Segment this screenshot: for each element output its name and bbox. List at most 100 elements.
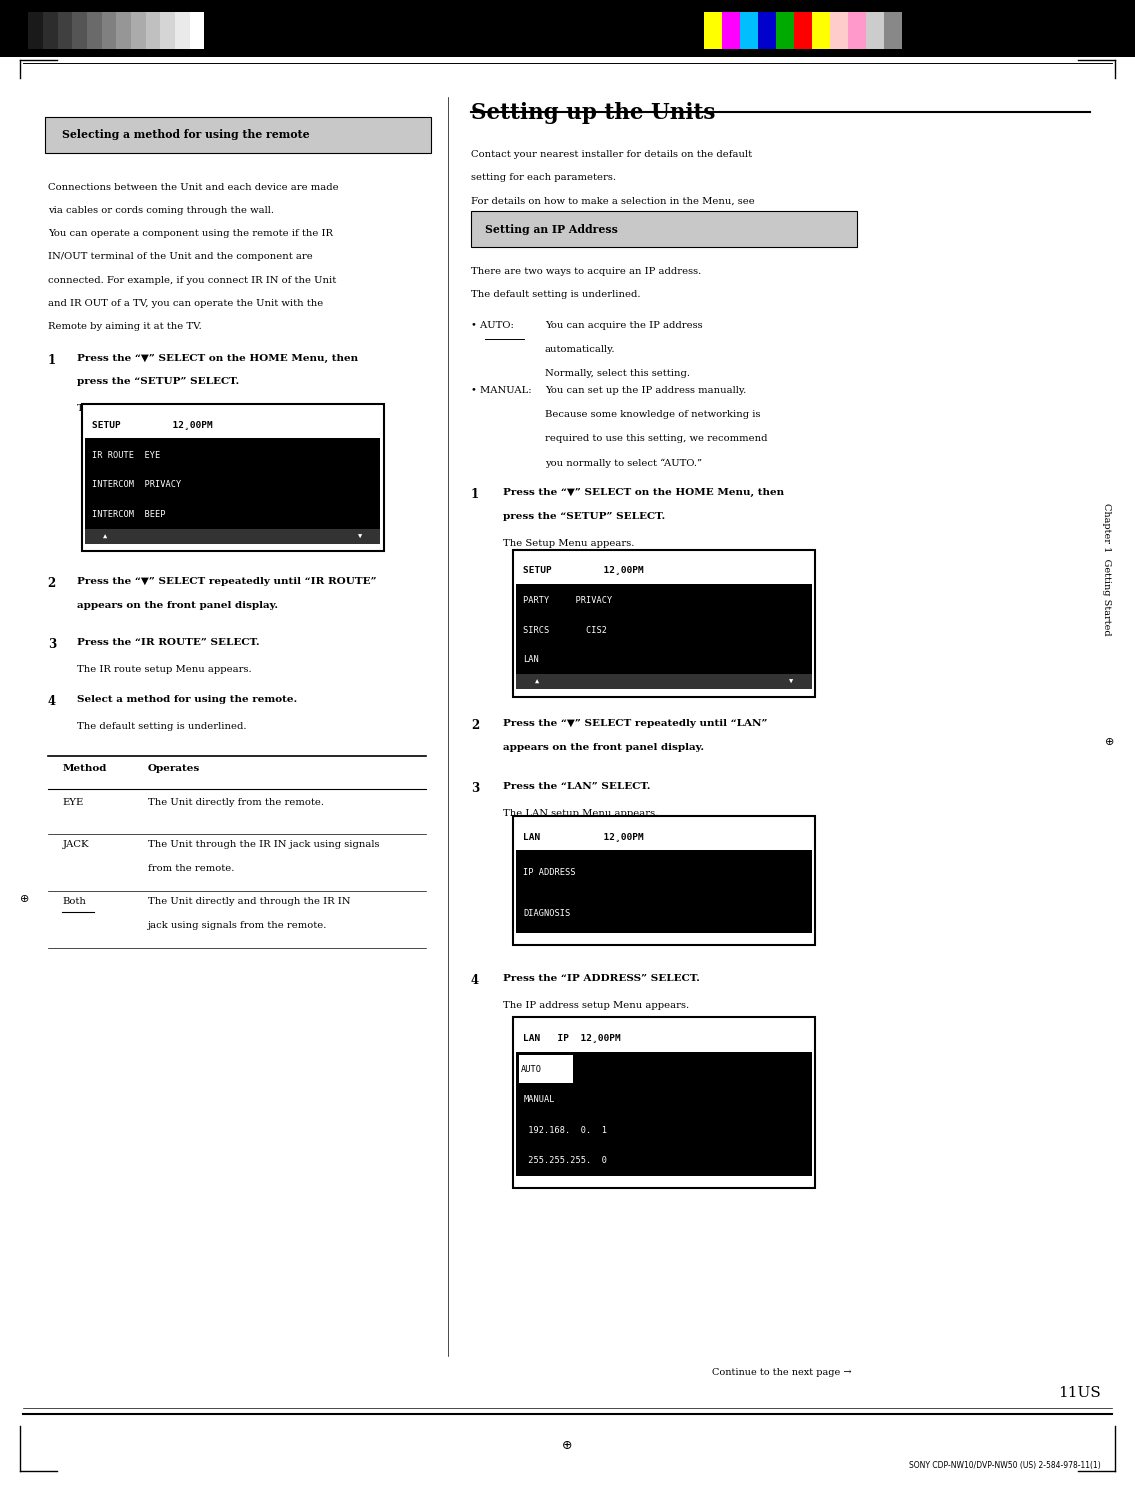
- Text: ▼: ▼: [358, 533, 362, 539]
- Bar: [516, 1052, 812, 1055]
- Text: You can operate a component using the remote if the IR: You can operate a component using the re…: [48, 229, 333, 238]
- Bar: [85, 440, 380, 470]
- Bar: [145, 12, 160, 49]
- Text: The default setting is underlined.: The default setting is underlined.: [471, 291, 640, 300]
- Bar: [776, 12, 794, 49]
- Bar: [848, 12, 866, 49]
- Text: The IP address setup Menu appears.: The IP address setup Menu appears.: [503, 1001, 689, 1010]
- Text: Press the “LAN” SELECT.: Press the “LAN” SELECT.: [503, 782, 650, 791]
- Text: AUTO: AUTO: [521, 1065, 543, 1074]
- Bar: [85, 529, 380, 544]
- Bar: [516, 1055, 812, 1085]
- Text: and IR OUT of a TV, you can operate the Unit with the: and IR OUT of a TV, you can operate the …: [48, 300, 323, 309]
- Text: ⊕: ⊕: [1105, 737, 1115, 746]
- Text: Remote by aiming it at the TV.: Remote by aiming it at the TV.: [48, 322, 201, 331]
- Text: JACK: JACK: [62, 840, 89, 849]
- Bar: [866, 12, 884, 49]
- Text: 255.255.255.  0: 255.255.255. 0: [523, 1156, 607, 1165]
- Bar: [0, 0, 1135, 57]
- Text: required to use this setting, we recommend: required to use this setting, we recomme…: [545, 434, 767, 443]
- Text: automatically.: automatically.: [545, 345, 615, 354]
- Text: you normally to select “AUTO.”: you normally to select “AUTO.”: [545, 458, 701, 467]
- Text: There are two ways to acquire an IP address.: There are two ways to acquire an IP addr…: [471, 267, 701, 276]
- Text: Both: Both: [62, 897, 86, 906]
- Bar: [43, 12, 58, 49]
- Text: Connections between the Unit and each device are made: Connections between the Unit and each de…: [48, 183, 338, 192]
- Text: MANUAL: MANUAL: [523, 1095, 555, 1104]
- Bar: [471, 211, 857, 247]
- Bar: [516, 616, 812, 644]
- FancyBboxPatch shape: [513, 1017, 815, 1188]
- Text: 192.168.  0.  1: 192.168. 0. 1: [523, 1125, 607, 1134]
- Text: jack using signals from the remote.: jack using signals from the remote.: [148, 921, 327, 930]
- Text: SETUP         12¸00PM: SETUP 12¸00PM: [92, 421, 212, 430]
- Text: Press the “IR ROUTE” SELECT.: Press the “IR ROUTE” SELECT.: [77, 638, 260, 647]
- Text: For details on how to make a selection in the Menu, see: For details on how to make a selection i…: [471, 196, 755, 205]
- Text: • MANUAL:: • MANUAL:: [471, 386, 531, 395]
- Text: Operates: Operates: [148, 764, 200, 773]
- Bar: [758, 12, 776, 49]
- Text: appears on the front panel display.: appears on the front panel display.: [503, 743, 704, 752]
- Text: PARTY     PRIVACY: PARTY PRIVACY: [523, 596, 613, 605]
- Bar: [516, 851, 812, 852]
- Bar: [516, 674, 812, 689]
- FancyBboxPatch shape: [513, 550, 815, 697]
- Text: You can acquire the IP address: You can acquire the IP address: [545, 321, 703, 330]
- Text: LAN           12¸00PM: LAN 12¸00PM: [523, 833, 644, 842]
- Text: page 18.: page 18.: [471, 219, 515, 229]
- Bar: [45, 117, 431, 153]
- Text: The Setup Menu appears.: The Setup Menu appears.: [77, 404, 209, 413]
- Bar: [722, 12, 740, 49]
- Bar: [516, 1115, 812, 1146]
- Text: Continue to the next page →: Continue to the next page →: [712, 1368, 851, 1377]
- Bar: [117, 12, 131, 49]
- Text: Select a method for using the remote.: Select a method for using the remote.: [77, 695, 297, 704]
- Text: ▲: ▲: [535, 679, 539, 685]
- Bar: [160, 12, 175, 49]
- Text: DIAGNOSIS: DIAGNOSIS: [523, 909, 571, 918]
- Bar: [85, 499, 380, 529]
- Text: press the “SETUP” SELECT.: press the “SETUP” SELECT.: [503, 512, 665, 521]
- Text: INTERCOM  PRIVACY: INTERCOM PRIVACY: [92, 481, 182, 490]
- Text: SONY CDP-NW10/DVP-NW50 (US) 2-584-978-11(1): SONY CDP-NW10/DVP-NW50 (US) 2-584-978-11…: [909, 1461, 1101, 1470]
- Text: The Unit directly and through the IR IN: The Unit directly and through the IR IN: [148, 897, 350, 906]
- Text: from the remote.: from the remote.: [148, 864, 234, 873]
- Bar: [884, 12, 902, 49]
- Text: ⊕: ⊕: [562, 1440, 573, 1452]
- Text: 3: 3: [48, 638, 56, 652]
- Text: Press the “▼” SELECT on the HOME Menu, then: Press the “▼” SELECT on the HOME Menu, t…: [503, 488, 784, 497]
- Text: Chapter 1  Getting Started: Chapter 1 Getting Started: [1102, 503, 1111, 635]
- Text: SIRCS       CIS2: SIRCS CIS2: [523, 626, 607, 635]
- Text: Normally, select this setting.: Normally, select this setting.: [545, 369, 690, 377]
- Bar: [516, 644, 812, 674]
- Bar: [516, 893, 812, 933]
- FancyBboxPatch shape: [82, 404, 384, 551]
- FancyBboxPatch shape: [513, 816, 815, 945]
- Text: Press the “▼” SELECT on the HOME Menu, then: Press the “▼” SELECT on the HOME Menu, t…: [77, 354, 359, 363]
- Text: SETUP         12¸00PM: SETUP 12¸00PM: [523, 566, 644, 575]
- Bar: [131, 12, 145, 49]
- Text: 4: 4: [471, 974, 479, 987]
- Bar: [58, 12, 73, 49]
- Text: Setting up the Units: Setting up the Units: [471, 102, 715, 124]
- Text: ▲: ▲: [103, 533, 108, 539]
- Text: The LAN setup Menu appears.: The LAN setup Menu appears.: [503, 809, 658, 818]
- Text: ▼: ▼: [789, 679, 793, 685]
- Text: The IR route setup Menu appears.: The IR route setup Menu appears.: [77, 665, 252, 674]
- Text: Setting an IP Address: Setting an IP Address: [485, 223, 617, 235]
- Text: 3: 3: [471, 782, 479, 795]
- Bar: [175, 12, 190, 49]
- Text: 11US: 11US: [1058, 1386, 1101, 1401]
- Text: The Unit through the IR IN jack using signals: The Unit through the IR IN jack using si…: [148, 840, 379, 849]
- Text: 4: 4: [48, 695, 56, 709]
- Text: EYE: EYE: [62, 798, 84, 807]
- Bar: [85, 439, 380, 440]
- Bar: [794, 12, 812, 49]
- Bar: [102, 12, 116, 49]
- Bar: [812, 12, 830, 49]
- Text: IR ROUTE  EYE: IR ROUTE EYE: [92, 451, 160, 460]
- Text: Press the “▼” SELECT repeatedly until “IR ROUTE”: Press the “▼” SELECT repeatedly until “I…: [77, 577, 377, 586]
- Text: LAN   IP  12¸00PM: LAN IP 12¸00PM: [523, 1034, 621, 1043]
- Text: 2: 2: [48, 577, 56, 590]
- Text: Method: Method: [62, 764, 107, 773]
